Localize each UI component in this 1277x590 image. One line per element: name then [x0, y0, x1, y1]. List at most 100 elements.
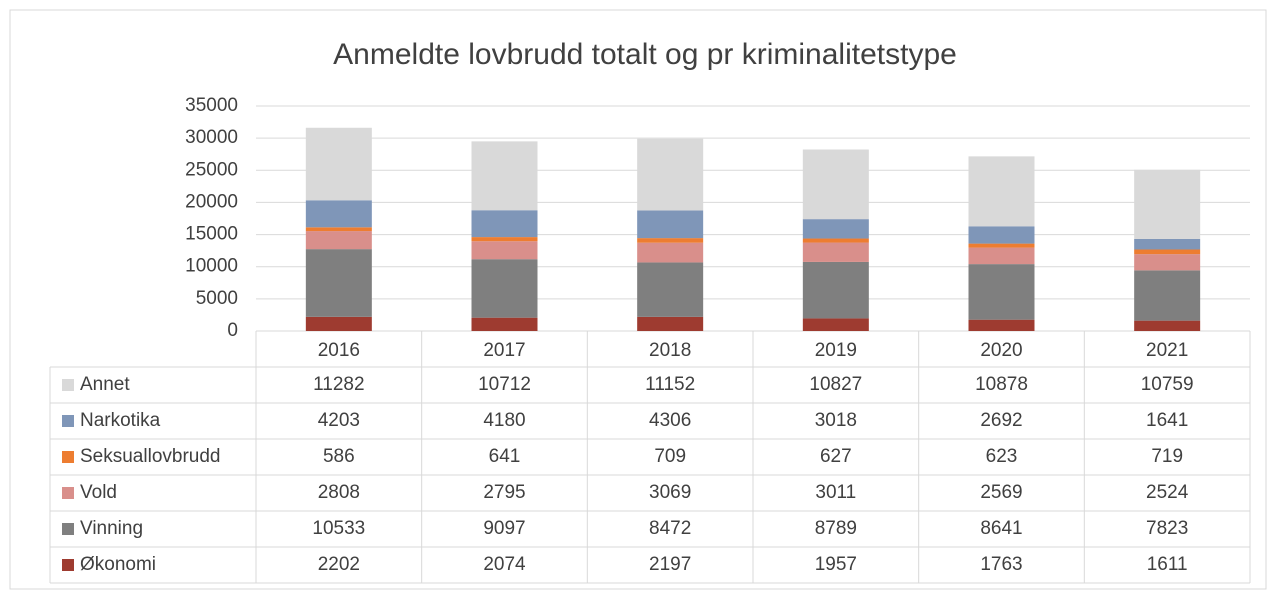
bar-segment	[471, 141, 538, 211]
table-cell: 10759	[1141, 374, 1194, 395]
table-cell: 2524	[1146, 482, 1189, 503]
legend-swatch	[62, 487, 74, 499]
bar-segment	[1134, 249, 1201, 255]
legend-swatch	[62, 379, 74, 391]
y-tick-label: 5000	[196, 288, 238, 309]
table-cell: 3069	[649, 482, 691, 503]
table-cell: 2692	[980, 410, 1022, 431]
bar-segment	[305, 200, 372, 228]
bar-segment	[637, 210, 704, 239]
bar-segment	[968, 243, 1035, 248]
bar-segment	[305, 227, 372, 232]
table-cell: 719	[1151, 446, 1183, 467]
table-cell: 9097	[483, 518, 525, 539]
x-tick-label: 2019	[815, 340, 857, 361]
y-tick-label: 15000	[185, 224, 238, 245]
bar-segment	[1134, 254, 1201, 271]
bar-segment	[305, 231, 372, 250]
bar-segment	[802, 242, 869, 262]
x-tick-label: 2017	[483, 340, 525, 361]
x-tick-label: 2020	[980, 340, 1022, 361]
bar-segment	[1134, 169, 1201, 239]
table-cell: 10712	[478, 374, 531, 395]
table-cell: 4180	[483, 410, 525, 431]
table-cell: 4203	[318, 410, 360, 431]
table-cell: 10533	[312, 518, 365, 539]
table-cell: 2074	[483, 554, 526, 575]
table-cell: 623	[986, 446, 1018, 467]
bar-segment	[968, 264, 1035, 320]
x-tick-label: 2021	[1146, 340, 1188, 361]
bar-segment	[637, 316, 704, 331]
x-tick-label: 2018	[649, 340, 691, 361]
table-cell: 11282	[313, 374, 364, 395]
table-cell: 3011	[815, 482, 856, 503]
y-tick-label: 25000	[185, 159, 238, 180]
y-tick-label: 30000	[185, 127, 238, 148]
bar-segment	[305, 127, 372, 201]
legend-swatch	[62, 523, 74, 535]
y-tick-label: 20000	[185, 191, 238, 212]
legend-swatch	[62, 451, 74, 463]
chart-title: Anmeldte lovbrudd totalt og pr kriminali…	[333, 38, 957, 71]
table-cell: 2197	[649, 554, 691, 575]
bar-segment	[637, 262, 704, 317]
bar-segment	[968, 226, 1035, 244]
bar-segment	[305, 249, 372, 317]
bar-segment	[471, 317, 538, 331]
bar-segment	[1134, 320, 1201, 331]
legend-label: Seksuallovbrudd	[80, 446, 220, 467]
bar-segment	[802, 238, 869, 243]
table-cell: 2202	[318, 554, 360, 575]
bar-segment	[471, 237, 538, 242]
bar-segment	[802, 318, 869, 331]
table-cell: 641	[489, 446, 521, 467]
table-cell: 2795	[483, 482, 525, 503]
table-cell: 2808	[318, 482, 360, 503]
legend-label: Annet	[80, 374, 130, 395]
table-cell: 2569	[980, 482, 1022, 503]
table-cell: 7823	[1146, 518, 1188, 539]
table-cell: 627	[820, 446, 852, 467]
table-cell: 8472	[649, 518, 691, 539]
legend-label: Vinning	[80, 518, 143, 539]
table-cell: 586	[323, 446, 355, 467]
legend-label: Økonomi	[80, 554, 156, 575]
table-cell: 3018	[815, 410, 857, 431]
y-tick-label: 10000	[185, 256, 238, 277]
table-cell: 709	[654, 446, 686, 467]
table-cell: 10878	[975, 374, 1028, 395]
y-tick-label: 0	[227, 320, 238, 341]
table-cell: 11152	[645, 374, 695, 395]
x-tick-label: 2016	[318, 340, 360, 361]
legend-swatch	[62, 415, 74, 427]
bar-segment	[1134, 238, 1201, 250]
bar-segment	[802, 219, 869, 239]
table-cell: 1763	[980, 554, 1022, 575]
bar-segment	[471, 259, 538, 318]
legend-swatch	[62, 559, 74, 571]
bar-segment	[802, 261, 869, 319]
table-cell: 1641	[1146, 410, 1188, 431]
bar-segment	[637, 238, 704, 243]
legend-label: Vold	[80, 482, 117, 503]
table-cell: 4306	[649, 410, 691, 431]
table-cell: 1611	[1147, 554, 1188, 575]
legend-label: Narkotika	[80, 410, 161, 431]
bar-segment	[968, 156, 1035, 227]
bar-segment	[471, 210, 538, 238]
bar-segment	[968, 319, 1035, 331]
bar-segment	[637, 242, 704, 263]
bar-segment	[637, 138, 704, 211]
bar-segment	[305, 316, 372, 331]
bar-segment	[1134, 270, 1201, 321]
table-cell: 1957	[815, 554, 857, 575]
table-cell: 8641	[980, 518, 1022, 539]
bar-segment	[471, 241, 538, 260]
table-cell: 8789	[815, 518, 857, 539]
y-tick-label: 35000	[185, 95, 238, 116]
bar-segment	[968, 247, 1035, 265]
table-cell: 10827	[809, 374, 862, 395]
bar-segment	[802, 149, 869, 220]
